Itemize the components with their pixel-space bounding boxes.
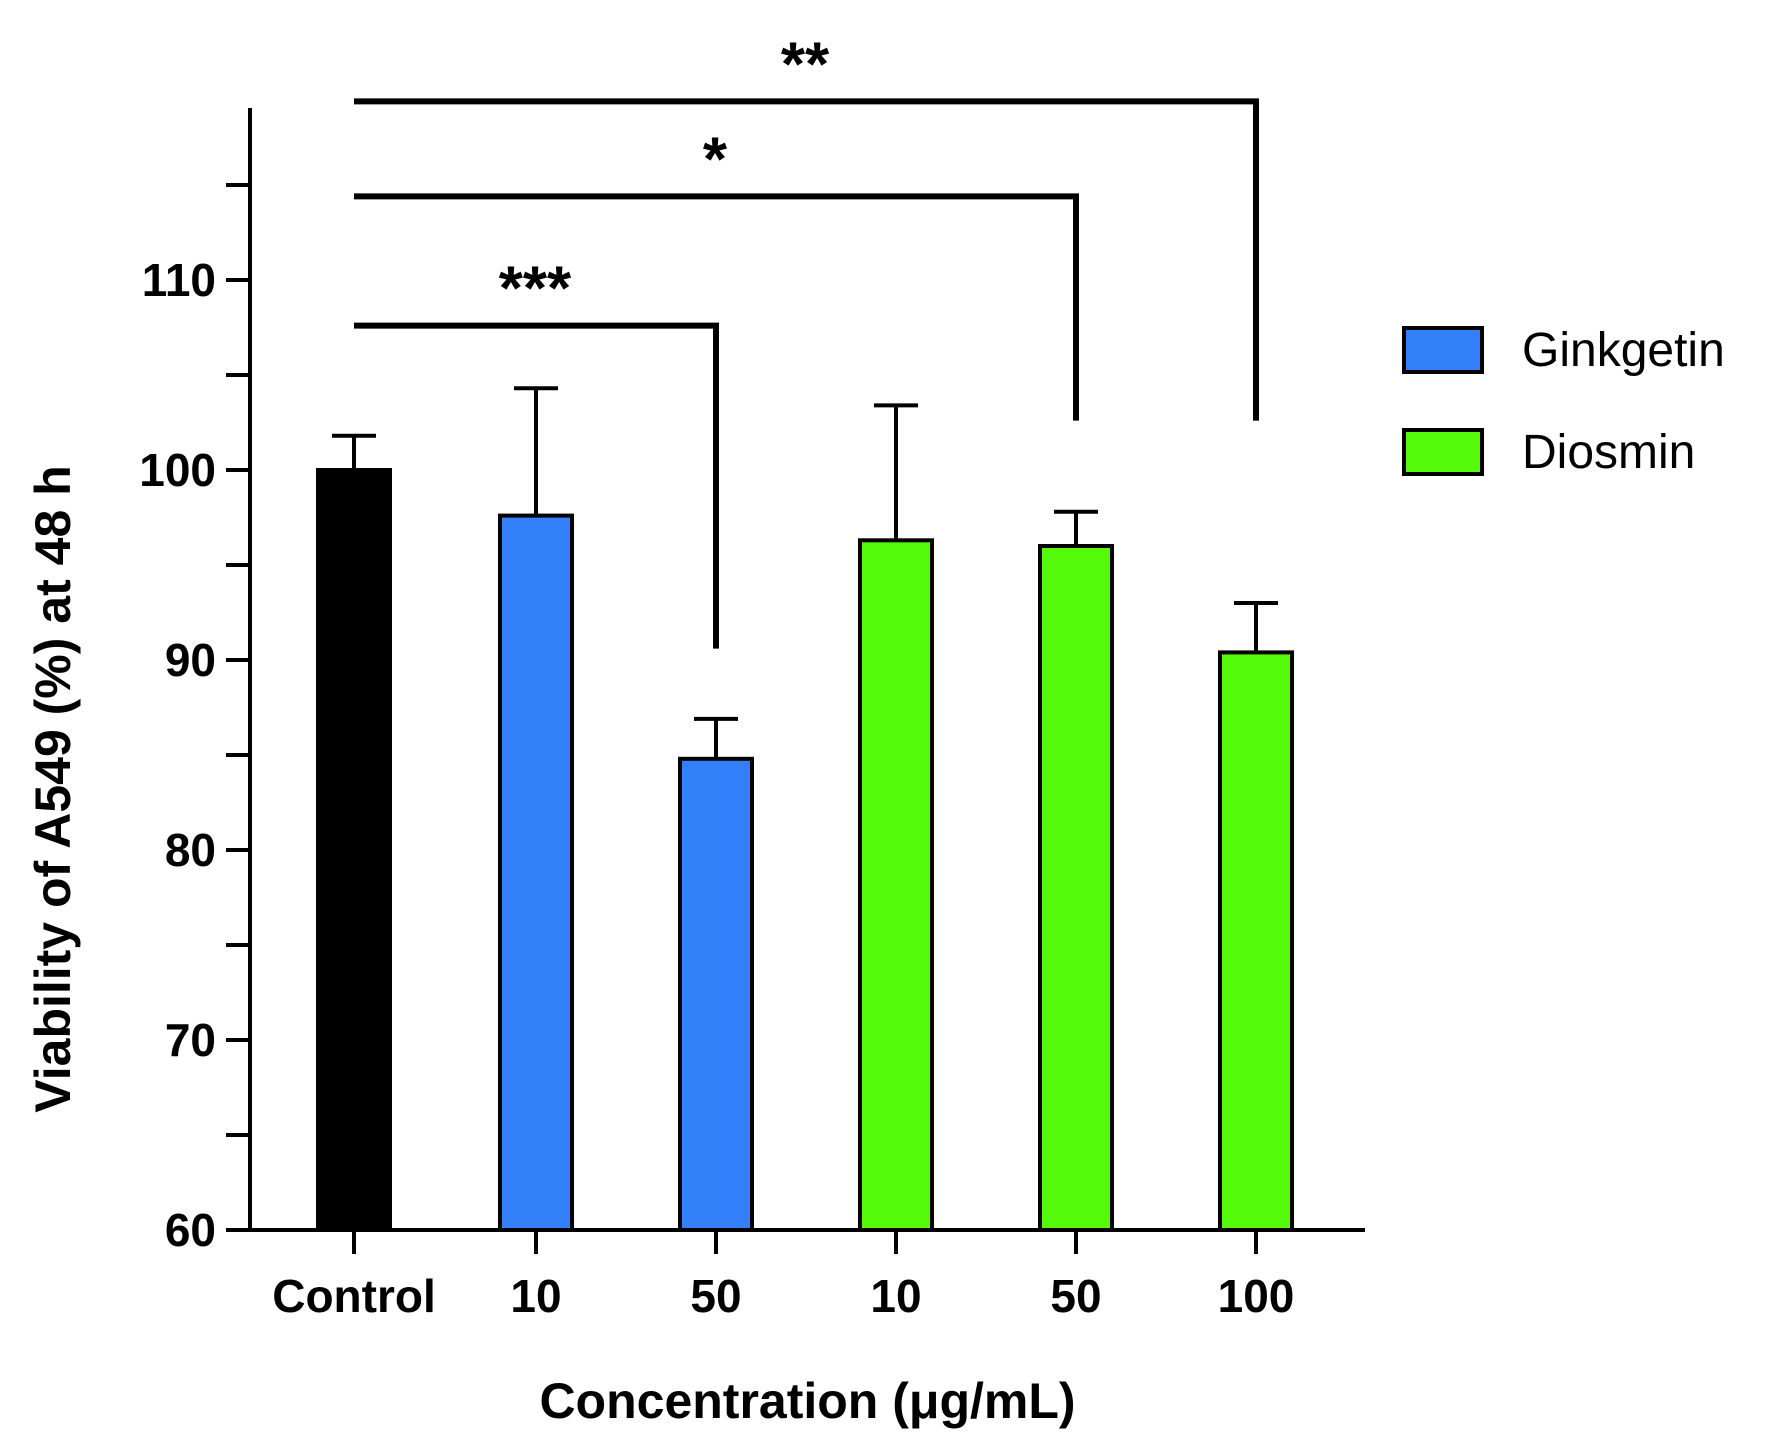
x-tick-label: 10 <box>510 1270 561 1322</box>
x-tick-label: Control <box>272 1270 436 1322</box>
bar-diosmin <box>858 538 934 1232</box>
bar-ginkgetin <box>498 513 574 1232</box>
legend-swatch <box>1402 428 1484 476</box>
x-tick-label: 50 <box>1050 1270 1101 1322</box>
significance-bracket <box>354 322 719 649</box>
significance-bracket <box>354 98 1259 421</box>
y-tick-label: 100 <box>139 444 216 496</box>
significance-label: *** <box>499 255 572 324</box>
bar-diosmin <box>1038 544 1114 1232</box>
y-tick-label: 70 <box>165 1014 216 1066</box>
y-tick-label: 110 <box>142 254 216 306</box>
x-axis-title: Concentration (μg/mL) <box>539 1373 1075 1429</box>
bar-ginkgetin <box>678 756 754 1232</box>
significance-bracket <box>354 193 1079 421</box>
legend-swatch <box>1402 326 1484 374</box>
x-tick-label: 50 <box>690 1270 741 1322</box>
x-tick-label: 100 <box>1218 1270 1295 1322</box>
bar-diosmin <box>1218 650 1294 1232</box>
x-tick-label: 10 <box>870 1270 921 1322</box>
y-tick-label: 60 <box>165 1204 216 1256</box>
y-tick-label: 90 <box>165 634 216 686</box>
significance-label: ** <box>781 30 830 99</box>
y-tick-label: 80 <box>165 824 216 876</box>
legend-label: Ginkgetin <box>1522 324 1725 377</box>
legend-label: Diosmin <box>1522 426 1695 479</box>
y-axis-title: Viability of A549 (%) at 48 h <box>25 465 81 1112</box>
significance-label: * <box>703 125 728 194</box>
bar-control <box>316 468 392 1232</box>
